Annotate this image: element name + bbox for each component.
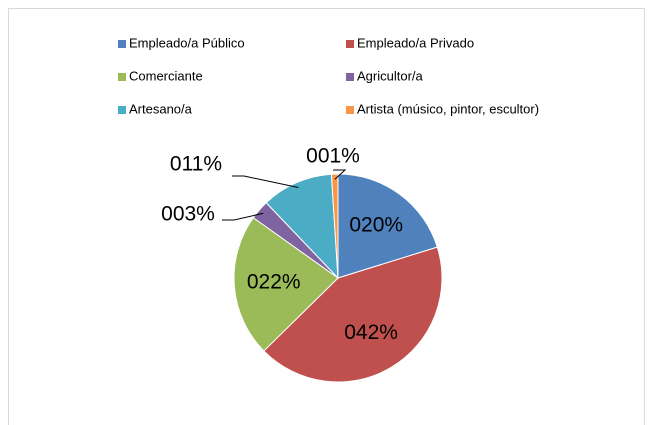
legend-swatch [346,73,354,81]
pie-slice [233,216,339,352]
legend-swatch [346,106,354,114]
legend-swatch [118,40,126,48]
legend-label: Agricultor/a [357,68,424,83]
legend-label: Artista (músico, pintor, escultor) [357,101,539,116]
legend-swatch [118,73,126,81]
pie-slice [337,173,438,279]
legend-swatch [346,40,354,48]
data-label: 042% [344,321,398,344]
data-label: 001% [306,145,360,168]
leader-line [232,175,299,188]
legend-label: Comerciante [129,68,203,83]
legend-swatch [118,106,126,114]
data-label: 022% [247,271,301,294]
pie-slice [330,173,339,279]
legend-label: Empleado/a Público [129,35,245,50]
legend-label: Empleado/a Privado [357,35,474,50]
pie-slice [265,173,339,280]
leader-line [333,169,347,180]
pie-slice [263,246,443,383]
leader-line [222,212,264,221]
data-label: 011% [170,153,222,176]
data-label: 003% [161,203,215,226]
data-label: 020% [349,214,403,237]
legend-label: Artesano/a [129,101,193,116]
